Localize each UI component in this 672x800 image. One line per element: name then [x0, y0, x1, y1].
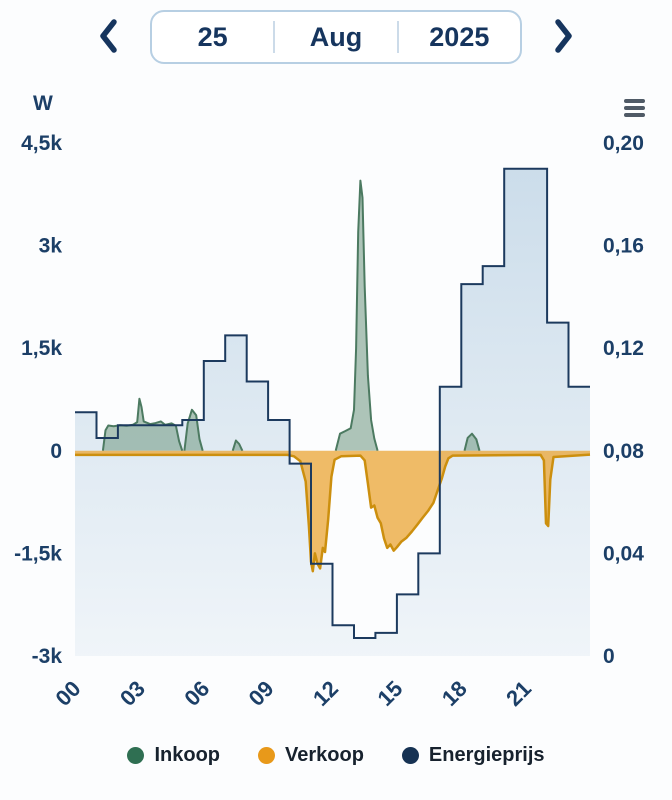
- inkoop-area: [335, 180, 378, 451]
- x-axis-tick-label: 09: [244, 676, 279, 711]
- right-axis-tick-label: 0,20: [603, 132, 644, 155]
- date-picker: 25 Aug 2025: [150, 10, 522, 64]
- energieprijs-area: [75, 168, 590, 656]
- left-axis-tick-label: 1,5k: [21, 337, 62, 360]
- chart-legend: Inkoop Verkoop Energieprijs: [0, 744, 672, 767]
- left-axis-tick-label: 0: [50, 440, 62, 463]
- power-price-chart: 4,5k 3k 1,5k 0 -1,5k -3k 0,20 0,16 0,12 0,08 0,04 0…: [14, 132, 644, 711]
- right-axis-tick-label: 0,08: [603, 440, 644, 463]
- x-axis-tick-label: 12: [308, 676, 343, 711]
- legend-item-energieprijs[interactable]: Energieprijs: [401, 744, 545, 767]
- inkoop-line: [334, 179, 379, 452]
- date-separator: [273, 21, 276, 53]
- inkoop-legend-dot: [127, 747, 145, 764]
- inkoop-line: [101, 397, 184, 452]
- verkoop-line: [75, 453, 591, 573]
- energieprijs-legend-dot: [401, 747, 419, 764]
- x-axis-tick-label: 03: [115, 676, 150, 711]
- inkoop-line: [231, 439, 244, 452]
- x-axis-tick-label: 06: [179, 676, 214, 711]
- verkoop-legend-dot: [258, 747, 275, 764]
- next-day-button[interactable]: [546, 12, 582, 63]
- date-navigation: 25 Aug 2025: [0, 10, 672, 64]
- left-axis-tick-label: 4,5k: [21, 132, 62, 155]
- date-separator: [396, 21, 399, 53]
- legend-item-verkoop[interactable]: Verkoop: [258, 744, 364, 767]
- right-axis-tick-label: 0,04: [603, 542, 644, 565]
- inkoop-legend-label: Inkoop: [154, 744, 220, 766]
- energieprijs-legend-label: Energieprijs: [428, 744, 545, 766]
- right-axis-tick-label: 0: [603, 645, 615, 668]
- legend-item-inkoop[interactable]: Inkoop: [127, 744, 220, 767]
- x-axis-tick-label: 00: [51, 676, 86, 711]
- x-axis-tick-label: 18: [437, 676, 472, 711]
- left-axis-unit-label: W: [33, 92, 53, 115]
- left-axis-tick-label: 3k: [39, 235, 63, 258]
- previous-day-button[interactable]: [90, 12, 126, 63]
- inkoop-line: [463, 432, 481, 452]
- right-axis-tick-label: 0,12: [603, 337, 644, 360]
- month-field[interactable]: Aug: [309, 21, 363, 52]
- chevron-right-icon: [552, 18, 576, 57]
- day-field[interactable]: 25: [197, 21, 228, 52]
- energieprijs-line: [75, 167, 590, 639]
- left-axis-tick-label: -1,5k: [14, 542, 62, 565]
- chevron-left-icon: [96, 18, 120, 57]
- inkoop-line: [183, 408, 204, 452]
- left-axis-tick-label: -3k: [32, 645, 63, 668]
- right-axis-tick-label: 0,16: [603, 235, 644, 258]
- x-axis-tick-label: 15: [372, 676, 407, 711]
- x-axis-tick-label: 21: [501, 676, 536, 711]
- verkoop-legend-label: Verkoop: [285, 744, 364, 766]
- hamburger-menu-icon[interactable]: [624, 99, 645, 117]
- year-field[interactable]: 2025: [429, 21, 490, 52]
